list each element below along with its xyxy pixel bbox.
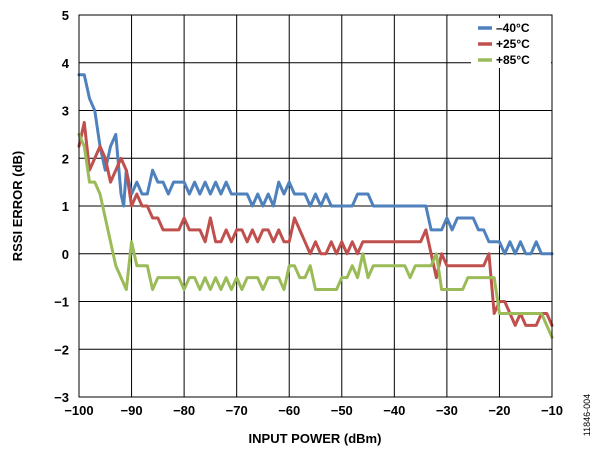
- legend: –40°C +25°C +85°C: [471, 18, 551, 68]
- series-line: [77, 132, 554, 339]
- x-axis-title: INPUT POWER (dBm): [249, 431, 382, 446]
- y-tick-label: 4: [62, 56, 70, 71]
- x-tick-label: −10: [541, 403, 563, 418]
- legend-label: +85°C: [496, 53, 530, 67]
- x-tick-label: −100: [64, 403, 93, 418]
- y-tick-label: 3: [62, 104, 69, 119]
- x-tick-label: −60: [278, 403, 300, 418]
- y-axis-title: RSSI ERROR (dB): [10, 151, 25, 262]
- series-lines: [77, 73, 554, 339]
- y-tick-label: 1: [62, 199, 69, 214]
- y-tick-label: 2: [62, 151, 69, 166]
- y-tick-label: 5: [62, 8, 69, 23]
- x-tick-label: −80: [173, 403, 195, 418]
- x-tick-label: −20: [488, 403, 510, 418]
- figure-code: 11846-004: [582, 394, 592, 436]
- y-axis-ticks: −3 −2 −1 0 1 2 3 4 5: [54, 8, 70, 405]
- y-tick-label: −1: [54, 295, 69, 310]
- legend-label: +25°C: [496, 37, 530, 51]
- x-axis-ticks: −100 −90 −80 −70 −60 −50 −40 −30 −20 −10: [64, 403, 563, 418]
- y-tick-label: 0: [62, 247, 69, 262]
- y-tick-label: −2: [54, 342, 69, 357]
- x-tick-label: −50: [331, 403, 353, 418]
- legend-label: –40°C: [496, 21, 530, 35]
- x-tick-label: −40: [383, 403, 405, 418]
- x-tick-label: −70: [226, 403, 248, 418]
- series-line: [77, 73, 554, 256]
- plot-frame: [78, 14, 553, 398]
- x-tick-label: −30: [436, 403, 458, 418]
- grid-lines: [79, 15, 552, 397]
- x-tick-label: −90: [121, 403, 143, 418]
- series-line: [77, 120, 554, 327]
- y-tick-label: −3: [54, 390, 69, 405]
